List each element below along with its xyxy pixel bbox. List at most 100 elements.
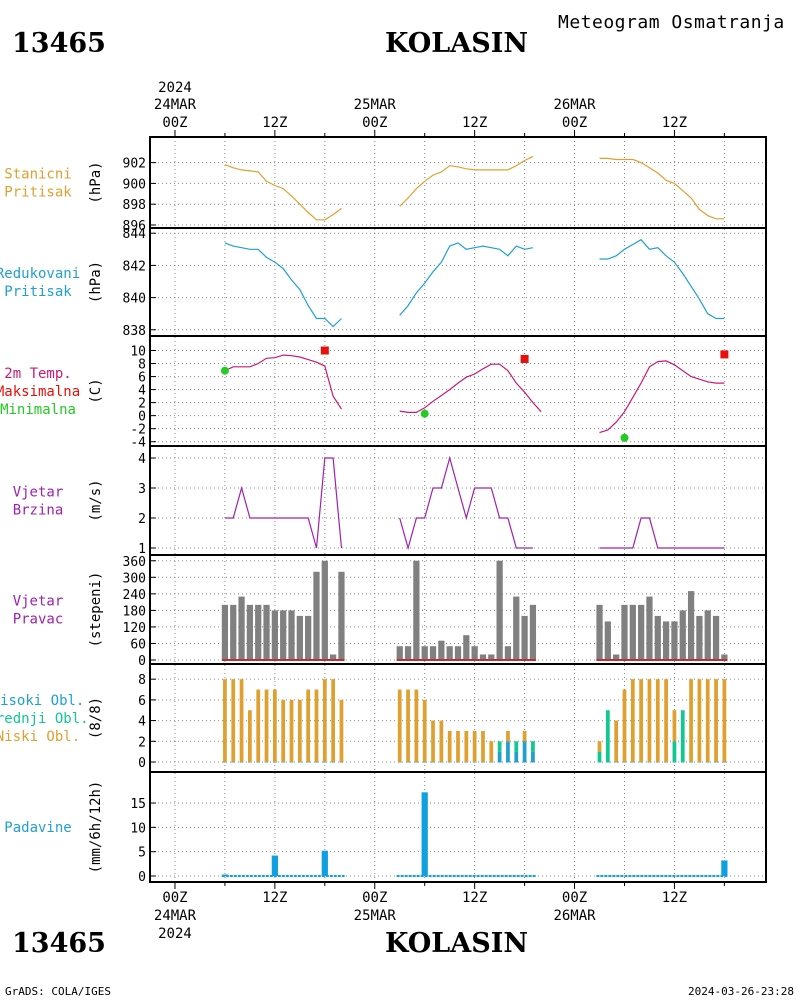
- wind-dir-bar: [712, 615, 720, 660]
- cloud-low-bar: [622, 689, 627, 762]
- panel-label-wind_dir: Vjetar: [13, 594, 64, 610]
- top-hour-label: 00Z: [162, 115, 187, 131]
- wind-dir-bar: [471, 646, 478, 660]
- cloud-high-bar: [522, 741, 527, 762]
- y-tick-label: 2: [138, 397, 146, 412]
- wind-dir-bar: [488, 654, 495, 660]
- panel-frame-temperature: [149, 335, 767, 447]
- wind-dir-bar: [280, 610, 287, 660]
- footer-credit: GrADS: COLA/IGES: [5, 985, 111, 998]
- cloud-low-bar: [697, 679, 702, 762]
- top-date-label: 26MAR: [553, 97, 596, 113]
- cloud-high-bar: [514, 751, 519, 762]
- tmin-marker: [420, 409, 429, 418]
- panel-label-reduced_pressure: Pritisak: [4, 284, 72, 300]
- wind-dir-bar: [429, 646, 437, 660]
- y-tick-label: 0: [138, 654, 146, 669]
- top-hour-label: 12Z: [262, 115, 287, 131]
- bottom-date-label: 25MAR: [354, 908, 397, 924]
- cloud-low-bar: [314, 689, 319, 762]
- wind-dir-bar: [321, 560, 328, 660]
- wind-dir-bar: [330, 654, 337, 660]
- cloud-low-bar: [331, 679, 336, 762]
- precip-bar: [271, 855, 278, 876]
- bottom-hour-label: 12Z: [462, 890, 487, 906]
- cloud-low-bar: [664, 679, 668, 762]
- y-tick-label: 842: [123, 259, 146, 274]
- top-year-label: 2024: [158, 80, 192, 96]
- unit-label-precip: (mm/6h/12h): [88, 781, 104, 874]
- cloud-low-bar: [322, 679, 327, 762]
- panel-label-wind_dir: Pravac: [13, 612, 64, 628]
- station-pressure-line: [599, 157, 725, 220]
- cloud-low-bar: [422, 699, 427, 762]
- cloud-low-bar: [289, 699, 294, 762]
- cloud-low-bar: [647, 679, 652, 762]
- wind-dir-bar: [246, 604, 254, 660]
- cloud-low-bar: [256, 689, 261, 762]
- precip-bar: [221, 874, 229, 876]
- wind-dir-bar: [288, 610, 295, 660]
- cloud-low-bar: [231, 679, 236, 762]
- wind-dir-bar: [654, 615, 661, 660]
- tmin-marker: [220, 366, 229, 375]
- cloud-low-bar: [614, 720, 619, 762]
- frame-layer: [149, 130, 767, 889]
- reduced-pressure-line: [224, 242, 342, 328]
- cloud-low-bar: [397, 689, 402, 762]
- cloud-low-bar: [306, 689, 311, 762]
- wind-dir-bar: [638, 604, 645, 660]
- station-name-bottom: KOLASIN: [385, 928, 529, 959]
- y-tick-label: 844: [123, 227, 147, 242]
- wind-dir-bar: [629, 604, 636, 660]
- cloud-low-bar: [639, 679, 644, 762]
- unit-label-temperature: (C): [88, 378, 104, 403]
- wind-dir-bar: [646, 596, 653, 660]
- cloud-low-bar: [672, 710, 677, 742]
- cloud-low-bar: [456, 730, 460, 762]
- station-id-top: 13465: [12, 28, 106, 59]
- cloud-low-bar: [506, 730, 510, 742]
- wind-dir-bar: [338, 571, 345, 660]
- wind-dir-bar: [238, 596, 245, 660]
- wind-dir-bar: [704, 610, 711, 660]
- product-title: Meteogram Osmatranja: [558, 12, 785, 33]
- unit-label-station_pressure: (hPa): [88, 161, 104, 203]
- wind-dir-bar: [662, 621, 670, 660]
- y-tick-label: 8: [138, 358, 146, 373]
- wind-dir-bar: [413, 560, 420, 660]
- cloud-low-bar: [447, 730, 452, 762]
- y-tick-label: 1: [138, 542, 146, 557]
- cloud-high-bar: [497, 751, 502, 762]
- wind-dir-bar: [421, 646, 428, 660]
- y-tick-label: 0: [138, 756, 146, 771]
- y-tick-label: 838: [123, 324, 146, 339]
- y-tick-label: 900: [123, 177, 146, 192]
- bottom-hour-label: 12Z: [262, 890, 287, 906]
- station-id-bottom: 13465: [12, 928, 106, 959]
- wind-dir-bar: [221, 604, 229, 660]
- unit-label-wind_dir: (stepeni): [88, 572, 104, 648]
- y-tick-label: 4: [138, 384, 146, 399]
- bottom-year-label: 2024: [158, 926, 192, 942]
- wind-dir-bar: [446, 646, 453, 660]
- cloud-mid-bar: [597, 751, 602, 762]
- footer-timestamp: 2024-03-26-23:28: [688, 985, 794, 998]
- y-tick-label: 360: [123, 555, 146, 570]
- y-tick-label: 180: [123, 604, 146, 619]
- cloud-mid-bar: [680, 710, 685, 762]
- data-layer: [220, 155, 729, 877]
- cloud-mid-bar: [531, 741, 535, 752]
- wind-dir-bar: [263, 604, 270, 660]
- wind-dir-bar: [496, 560, 503, 660]
- temperature-line: [599, 360, 725, 434]
- unit-label-wind_speed: (m/s): [88, 479, 104, 521]
- station-pressure-line: [399, 155, 534, 207]
- cloud-low-bar: [223, 679, 227, 762]
- y-tick-label: 240: [123, 588, 146, 603]
- y-tick-label: 5: [138, 846, 146, 861]
- y-tick-label: 4: [138, 715, 146, 730]
- cloud-low-bar: [722, 679, 727, 762]
- y-tick-label: 0: [138, 870, 146, 885]
